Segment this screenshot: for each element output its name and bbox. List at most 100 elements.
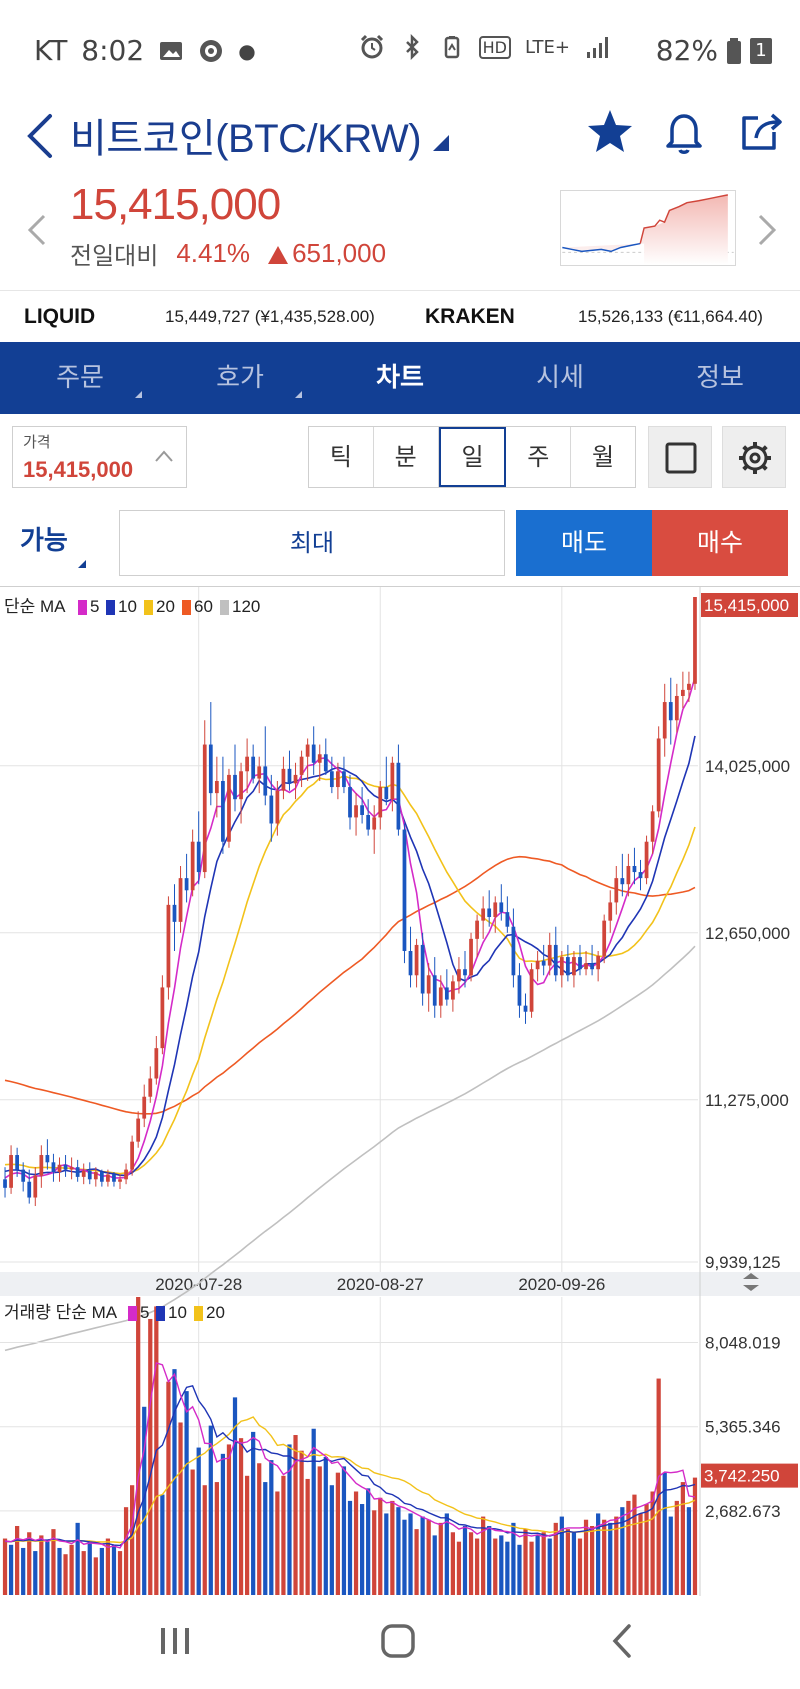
- volume-bar: [432, 1535, 437, 1595]
- back-arrow-icon[interactable]: [20, 106, 60, 166]
- ma-legend-period: 5: [90, 597, 99, 616]
- volume-bar: [142, 1406, 147, 1595]
- candle-body: [336, 771, 340, 788]
- tab-orderbook[interactable]: 호가: [160, 342, 320, 414]
- share-icon[interactable]: [734, 104, 790, 160]
- candle-body: [626, 865, 631, 885]
- volume-bar: [366, 1488, 371, 1595]
- candle-body: [251, 756, 256, 779]
- period-week-button[interactable]: 주: [506, 427, 572, 487]
- price-summary: 15,415,000 전일대비 4.41% 651,000: [0, 180, 800, 290]
- candle-body: [614, 878, 619, 903]
- back-nav-icon[interactable]: [593, 1616, 653, 1666]
- sparkline-mini-chart[interactable]: [560, 190, 736, 266]
- star-favorite-icon[interactable]: [582, 104, 638, 160]
- ma-legend-period: 60: [194, 597, 213, 616]
- volume-bar: [517, 1544, 522, 1595]
- volume-bar: [462, 1525, 468, 1595]
- candle-body: [529, 969, 534, 1012]
- volume-bar: [160, 1494, 165, 1595]
- volume-bar: [305, 1478, 310, 1595]
- coin-selector[interactable]: 비트코인(BTC/KRW): [70, 106, 450, 164]
- candle-body: [457, 969, 461, 982]
- sell-button[interactable]: 매도: [516, 510, 652, 576]
- volume-bar: [378, 1497, 383, 1595]
- caret-down-icon: [433, 135, 450, 151]
- tab-market-price[interactable]: 시세: [480, 342, 640, 414]
- date-tick-label: 2020-08-27: [337, 1275, 424, 1294]
- buy-button[interactable]: 매수: [652, 510, 788, 576]
- price-field[interactable]: 가격 15,415,000: [12, 426, 187, 488]
- volume-bar: [251, 1431, 256, 1595]
- fullscreen-button[interactable]: [648, 426, 712, 488]
- chevron-left-icon[interactable]: [22, 210, 52, 250]
- volume-bar: [559, 1516, 564, 1595]
- period-tick-button[interactable]: 틱: [309, 427, 374, 487]
- candle-body: [420, 944, 425, 994]
- gallery-icon: [160, 41, 183, 60]
- candle-body: [106, 1174, 110, 1182]
- volume-bar: [384, 1513, 389, 1595]
- candle-body: [384, 787, 389, 800]
- volume-bar: [335, 1472, 341, 1595]
- available-label[interactable]: 가능: [20, 526, 68, 556]
- candle-body: [3, 1179, 7, 1188]
- volume-bar: [589, 1525, 595, 1595]
- candle-body: [505, 912, 510, 927]
- period-month-button[interactable]: 월: [592, 443, 615, 471]
- volume-bar: [238, 1438, 244, 1595]
- volume-bar: [208, 1425, 213, 1595]
- candle-body: [196, 841, 201, 873]
- candle-body: [644, 841, 649, 879]
- panel-resize-handle-icon[interactable]: [743, 1273, 759, 1291]
- candle-body: [632, 865, 637, 873]
- ma-legend-swatch: [220, 600, 229, 615]
- candlestick-chart[interactable]: 14,025,000 12,650,000 11,275,000 9,939,125 2…: [0, 587, 800, 1597]
- candle-body: [372, 817, 377, 830]
- candle-body: [481, 908, 486, 921]
- recent-apps-icon[interactable]: [145, 1616, 205, 1666]
- candle-body: [51, 1162, 56, 1173]
- volume-bar: [426, 1519, 431, 1595]
- candle-body: [493, 902, 498, 917]
- candle-body: [438, 987, 443, 1006]
- candle-body: [596, 955, 601, 970]
- media-play-icon: [200, 39, 223, 62]
- tab-info[interactable]: 정보: [640, 342, 800, 414]
- candle-body: [693, 597, 697, 684]
- tab-order[interactable]: 주문: [0, 342, 160, 414]
- volume-tick-label: 8,048.019: [705, 1334, 781, 1353]
- price-chart-area[interactable]: 14,025,000 12,650,000 11,275,000 9,939,125 2…: [0, 586, 800, 1597]
- resize-arrow-up: [743, 1273, 759, 1279]
- max-quantity-button[interactable]: 최대: [119, 510, 505, 576]
- chevron-right-icon[interactable]: [752, 210, 782, 250]
- period-day-button[interactable]: 일: [438, 427, 507, 487]
- exchange-name: KRAKEN: [425, 305, 515, 328]
- bell-alert-icon[interactable]: [656, 104, 712, 160]
- candle-body: [566, 957, 570, 976]
- volume-bar: [499, 1535, 504, 1595]
- volume-bar: [444, 1513, 449, 1595]
- volume-bar: [602, 1519, 607, 1595]
- up-triangle-icon: [268, 246, 289, 264]
- candle-body: [81, 1170, 86, 1177]
- network-type: LTE+: [525, 36, 570, 58]
- volume-bar: [317, 1466, 322, 1595]
- volume-tick-label: 2,682.673: [705, 1502, 781, 1521]
- period-minute-button[interactable]: 분: [374, 427, 439, 487]
- volume-bar: [438, 1522, 443, 1595]
- change-amount-wrap: 651,000: [268, 238, 386, 269]
- candle-body: [190, 841, 195, 891]
- home-icon[interactable]: [368, 1616, 428, 1666]
- candle-body: [87, 1170, 92, 1180]
- volume-bar: [674, 1500, 679, 1595]
- price-tick-label: 11,275,000: [705, 1091, 789, 1110]
- candle-body: [559, 957, 564, 976]
- tab-chart[interactable]: 차트: [320, 342, 480, 414]
- chart-settings-button[interactable]: [722, 426, 786, 488]
- volume-bar: [39, 1535, 44, 1595]
- volume-bar: [408, 1513, 413, 1595]
- candle-body: [233, 774, 237, 800]
- candle-body: [674, 695, 679, 721]
- battery-icon: [727, 37, 741, 64]
